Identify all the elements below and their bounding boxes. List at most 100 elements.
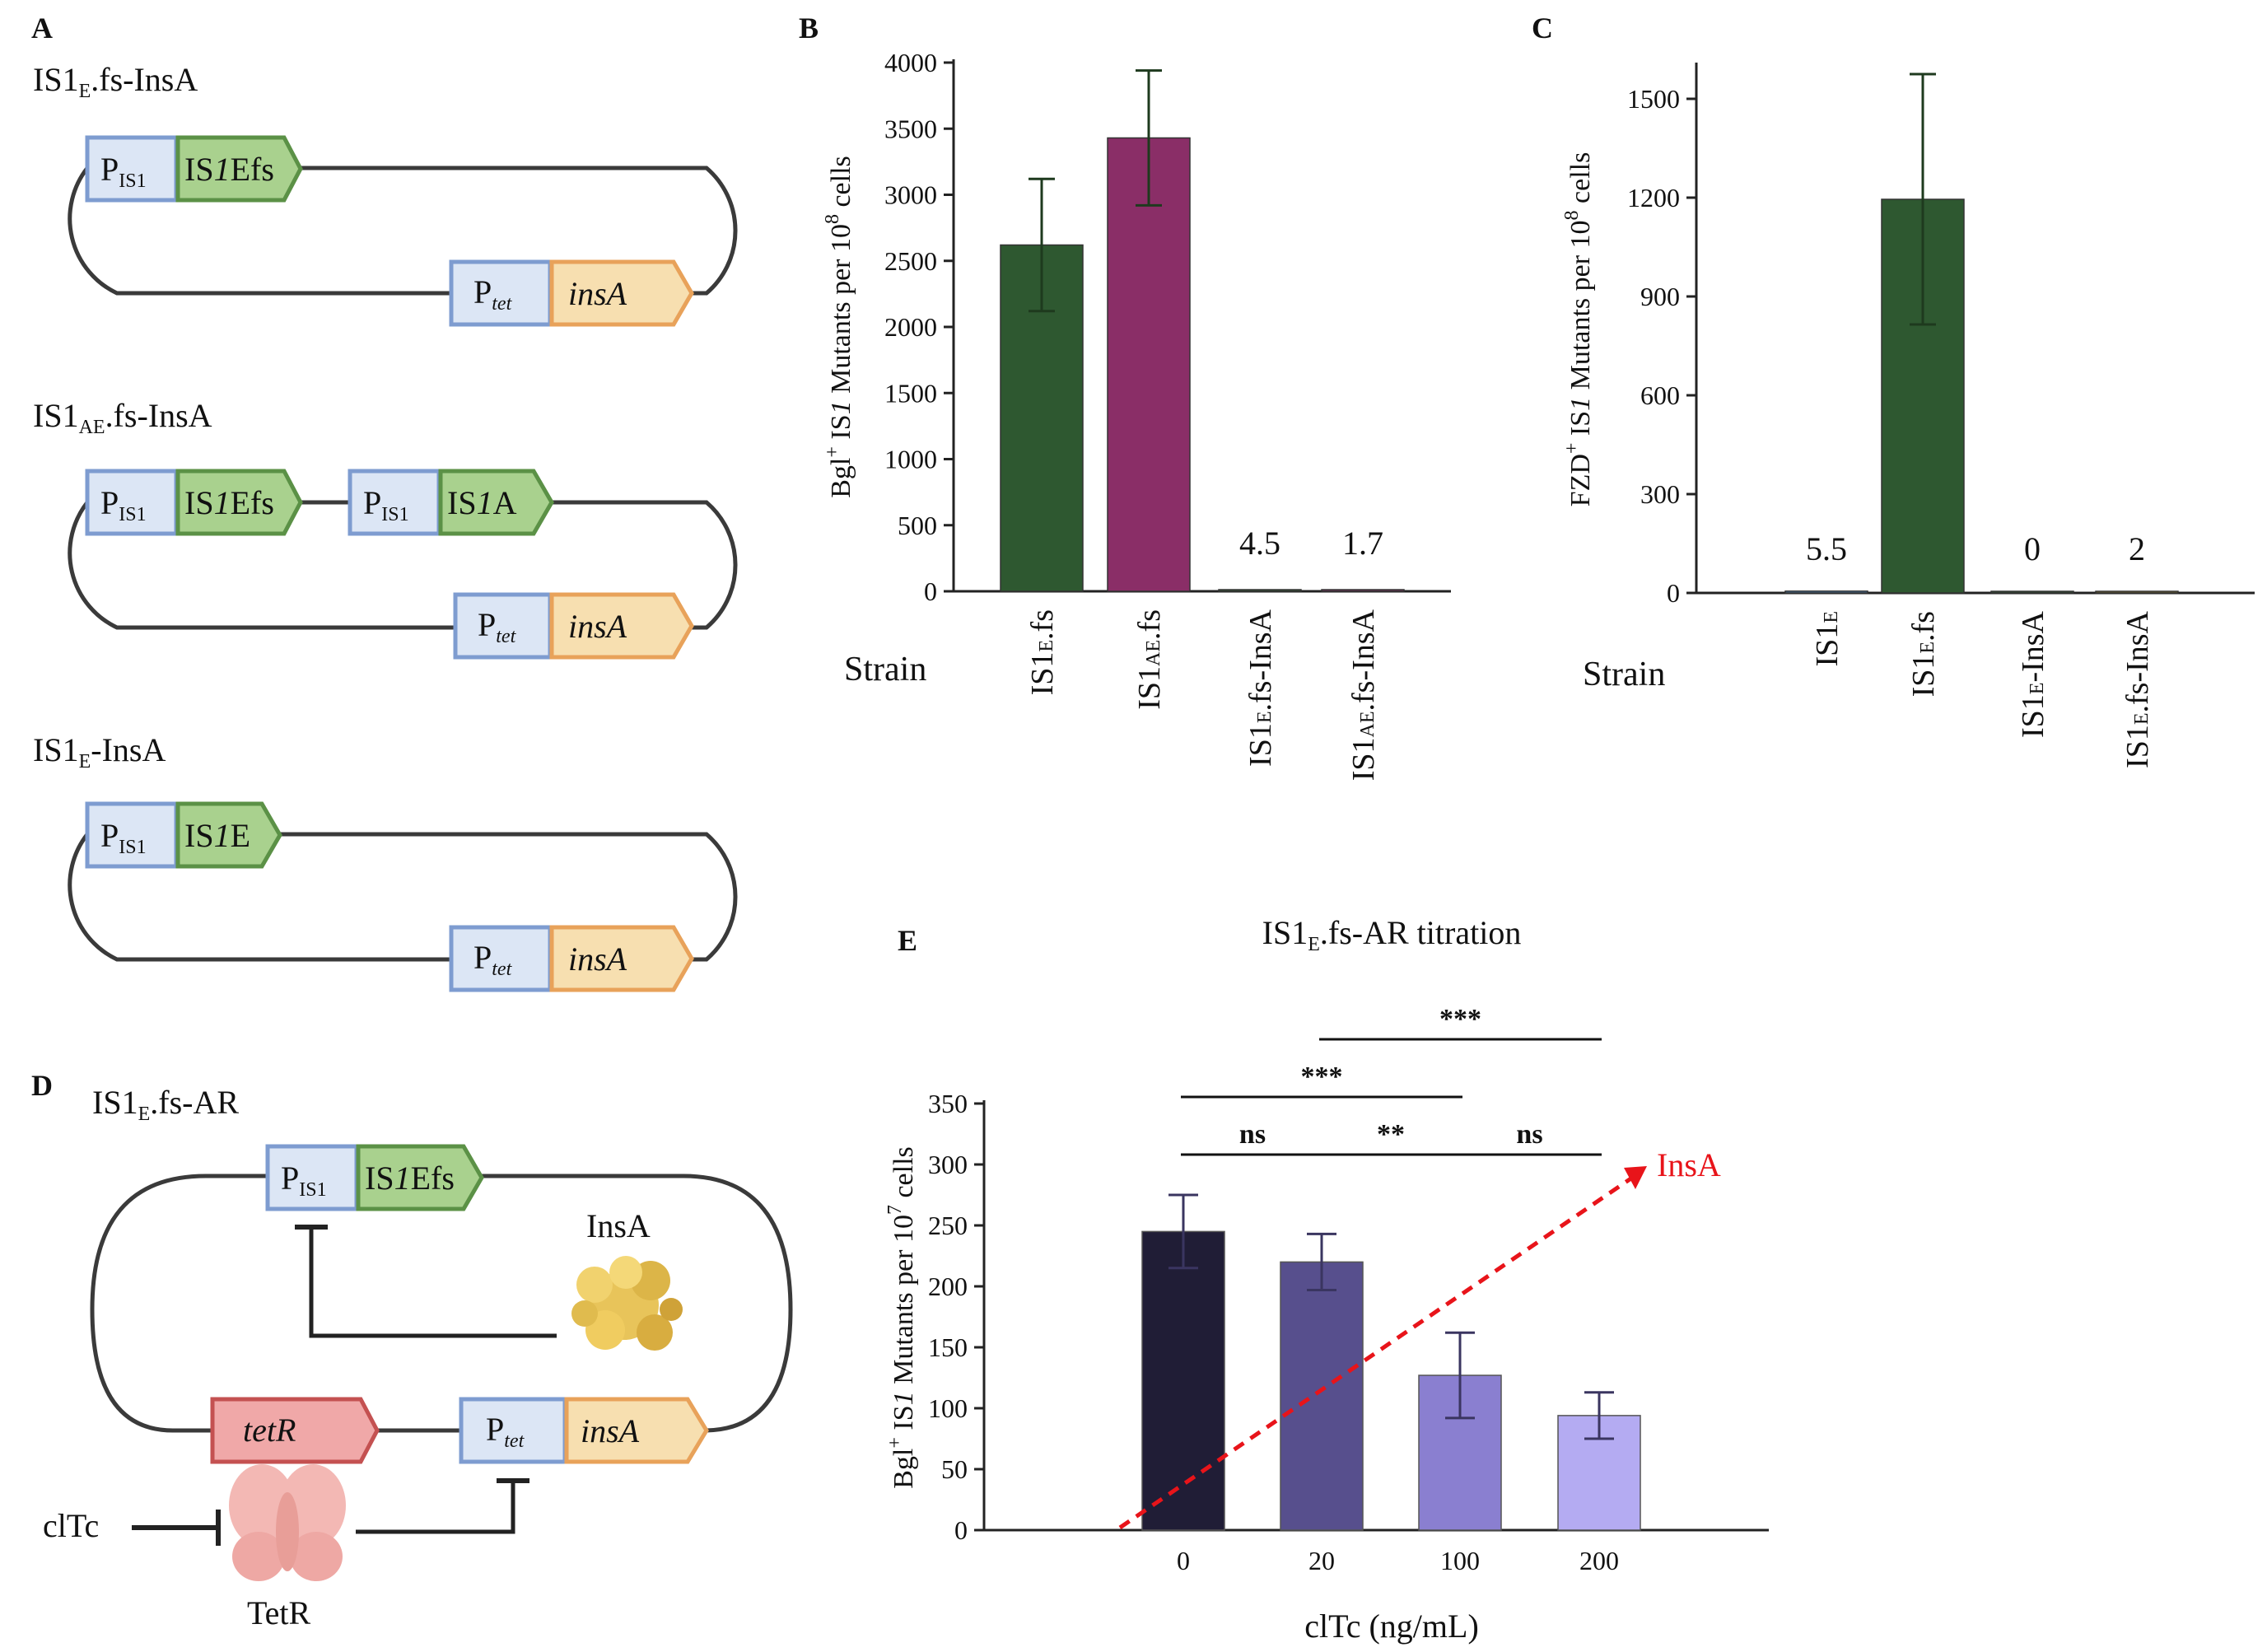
y-tick-label: 3000	[884, 180, 937, 210]
construct-is1ae-fs-insa: IS1AE.fs-InsA PIS1 IS1Efs PIS1 IS1A Ptet…	[33, 397, 738, 660]
y-tick-label: 1500	[1627, 84, 1680, 114]
data-label: 4.5	[1239, 525, 1280, 562]
y-tick-label: 50	[941, 1454, 968, 1484]
y-tick-label: 1000	[884, 445, 937, 474]
promoter-pis1	[85, 469, 179, 536]
y-tick-label: 100	[928, 1393, 968, 1423]
is1efs-gene	[175, 135, 303, 203]
y-tick-label: 150	[928, 1332, 968, 1362]
data-label: 5.5	[1806, 530, 1847, 567]
insa-arrow-head	[1624, 1166, 1647, 1189]
insa-arrow-label: InsA	[1657, 1146, 1721, 1183]
x-axis-label: clTc (ng/mL)	[1304, 1608, 1479, 1645]
bar	[1784, 590, 1868, 594]
is1efs-label: IS1Efs	[184, 151, 274, 188]
significance-label: ns	[1239, 1119, 1266, 1150]
y-axis-label: Bgl+ IS1 Mutants per 108 cells	[822, 156, 856, 498]
y-tick-label: 250	[928, 1211, 968, 1240]
promoter-ptet	[449, 925, 553, 992]
x-axis-label: Strain	[1583, 656, 1665, 693]
insa-label: insA	[581, 1412, 640, 1449]
insa-label: insA	[568, 940, 627, 978]
data-label: 2	[2129, 530, 2145, 567]
plasmid-backbone	[90, 1174, 793, 1433]
ptet-label: Ptet	[473, 939, 513, 980]
x-category-label: IS1E.fs	[1906, 611, 1941, 697]
tetr-gene	[210, 1397, 380, 1464]
panel-c-chart: C 0 300 600 900 1200 1500 FZD+ IS1 Mutants per…	[1532, 12, 2255, 768]
x-category-label: IS1AE.fs	[1132, 609, 1167, 710]
significance-label: **	[1377, 1119, 1405, 1150]
plasmid-backbone	[68, 832, 738, 962]
y-tick-label: 4000	[884, 48, 937, 77]
construct-title: IS1E-InsA	[33, 731, 166, 772]
promoter-label: PIS1	[363, 484, 409, 525]
x-category-label: IS1E.fs-InsA	[1243, 609, 1278, 767]
is1efs-label: IS1Efs	[184, 484, 274, 521]
panel-d-title: IS1E.fs-AR	[92, 1084, 239, 1125]
panel-b-chart: B 0 500 1000 1500 2000 2500 3000 3500 4000 Bgl+ I…	[799, 12, 1451, 781]
insa-label: insA	[568, 608, 627, 645]
tetr-protein-label: TetR	[247, 1594, 311, 1631]
x-category-label: 0	[1177, 1546, 1190, 1575]
is1a-gene	[438, 469, 554, 536]
y-tick-label: 2000	[884, 312, 937, 342]
insa-gene	[549, 925, 694, 992]
promoter-label: PIS1	[281, 1160, 327, 1201]
significance-label: ***	[1301, 1062, 1343, 1092]
panel-e-letter: E	[898, 924, 917, 957]
insa-gene	[549, 592, 694, 660]
panel-a: A IS1E.fs-InsA PIS1 IS1Efs Ptet insA IS1…	[31, 12, 738, 992]
promoter-label: PIS1	[100, 817, 147, 858]
insa-label: insA	[568, 275, 627, 312]
y-tick-label: 350	[928, 1089, 968, 1118]
y-tick-label: 200	[928, 1272, 968, 1301]
is1e-label: IS1E	[184, 817, 250, 854]
promoter-ptet	[459, 1397, 567, 1464]
tetr-protein-icon	[229, 1464, 346, 1581]
bar	[1141, 1230, 1225, 1531]
x-category-label: 100	[1440, 1546, 1480, 1575]
panel-c-letter: C	[1532, 12, 1553, 44]
tetr-repression-line	[356, 1481, 515, 1534]
y-tick-label: 2500	[884, 246, 937, 276]
insa-gene	[549, 259, 694, 327]
construct-is1e-fs-insa: IS1E.fs-InsA PIS1 IS1Efs Ptet insA	[33, 61, 738, 327]
insa-repression-line	[309, 1227, 557, 1338]
plasmid-backbone	[68, 166, 738, 296]
y-tick-label: 0	[954, 1515, 968, 1545]
chart-title: IS1E.fs-AR titration	[1262, 914, 1522, 955]
ptet-label: Ptet	[486, 1411, 525, 1452]
x-category-label: IS1E	[1810, 611, 1845, 666]
x-category-label: IS1AE.fs-InsA	[1346, 609, 1381, 781]
x-axis-label: Strain	[844, 651, 926, 688]
insa-protein-label: InsA	[586, 1207, 651, 1244]
construct-title: IS1E.fs-InsA	[33, 61, 198, 102]
y-tick-label: 300	[928, 1150, 968, 1179]
cltc-label: clTc	[43, 1507, 99, 1544]
y-tick-label: 0	[924, 576, 937, 606]
y-tick-label: 300	[1640, 479, 1680, 509]
is1e-gene	[175, 801, 282, 869]
panel-a-letter: A	[31, 12, 53, 44]
promoter-ptet	[449, 259, 553, 327]
promoter-label: PIS1	[100, 151, 147, 192]
y-axis-label: FZD+ IS1 Mutants per 108 cells	[1561, 152, 1596, 507]
x-category-label: 200	[1579, 1546, 1619, 1575]
bar	[1280, 1261, 1364, 1531]
bar	[1107, 137, 1191, 592]
y-tick-label: 1500	[884, 378, 937, 408]
ptet-label: Ptet	[478, 606, 517, 647]
construct-is1e-insa: IS1E-InsA PIS1 IS1E Ptet insA	[33, 731, 738, 992]
is1efs-gene	[175, 469, 303, 536]
bar	[2095, 590, 2179, 594]
ptet-label: Ptet	[473, 273, 513, 315]
panel-d-letter: D	[31, 1069, 53, 1102]
significance-label: ***	[1439, 1004, 1481, 1034]
panel-e-chart: E IS1E.fs-AR titration 0 50 100 150 200 250 300…	[884, 914, 1769, 1645]
data-label: 0	[2024, 530, 2041, 567]
construct-title: IS1AE.fs-InsA	[33, 397, 212, 438]
y-axis-label: Bgl+ IS1 Mutants per 107 cells	[884, 1146, 919, 1489]
x-category-label: IS1E-InsA	[2016, 610, 2050, 738]
